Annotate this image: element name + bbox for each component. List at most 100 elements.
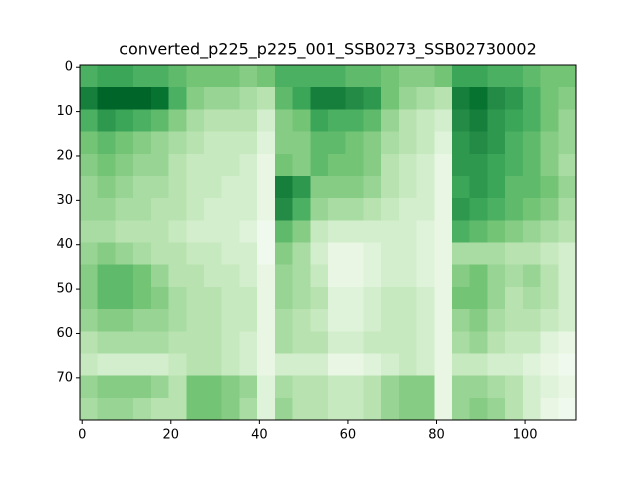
heat-cell (522, 353, 542, 377)
heat-cell (310, 242, 329, 266)
heat-cell (115, 375, 134, 399)
heat-cell (505, 175, 524, 199)
heat-cell (115, 87, 134, 110)
heat-cell (363, 353, 382, 377)
heat-cell (239, 331, 258, 354)
heat-cell (469, 264, 488, 288)
heat-cell (292, 375, 311, 399)
heat-cell (398, 375, 418, 399)
heat-cell (416, 286, 435, 310)
heat-cell (328, 131, 347, 155)
heat-cell (292, 109, 311, 133)
heat-cell (345, 397, 364, 421)
heat-cell (115, 131, 134, 155)
heat-cell (204, 153, 223, 177)
heat-cell (398, 131, 418, 155)
heat-cell (150, 242, 170, 266)
heat-cell (434, 175, 453, 199)
heat-cell (434, 198, 453, 221)
heat-cell (363, 220, 382, 243)
heat-cell (204, 375, 223, 399)
heat-cell (469, 286, 488, 310)
heat-cell (328, 331, 347, 354)
heat-cell (469, 331, 488, 354)
heat-cell (558, 331, 577, 354)
heat-cell (150, 264, 170, 288)
heat-cell (186, 109, 205, 133)
heat-cell (434, 331, 453, 354)
heat-cell (97, 309, 116, 332)
heat-cell (345, 153, 364, 177)
heat-cell (80, 397, 99, 421)
heat-cell (80, 264, 99, 288)
heat-cell (505, 198, 524, 221)
heat-cell (239, 87, 258, 110)
heat-cell (204, 109, 223, 133)
heat-cell (150, 153, 170, 177)
heat-cell (150, 353, 170, 377)
heat-cell (487, 87, 506, 110)
heat-cell (487, 264, 506, 288)
heat-cell (133, 175, 152, 199)
heat-cell (80, 65, 99, 88)
heat-cell (558, 65, 577, 88)
heat-cell (540, 198, 559, 221)
heat-cell (310, 175, 329, 199)
heat-cell (115, 198, 134, 221)
heat-cell (292, 220, 311, 243)
heat-cell (221, 198, 240, 221)
heat-cell (257, 198, 276, 221)
heat-cell (80, 331, 99, 354)
heat-cell (540, 87, 559, 110)
heat-cell (505, 264, 524, 288)
heat-cell (310, 264, 329, 288)
heat-cell (274, 331, 294, 354)
heat-cell (487, 242, 506, 266)
heat-cell (469, 109, 488, 133)
heat-cell (186, 331, 205, 354)
heat-cell (168, 87, 187, 110)
heat-cell (558, 264, 577, 288)
heat-cell (186, 309, 205, 332)
heatmap (80, 65, 577, 421)
heat-cell (80, 153, 99, 177)
heat-cell (292, 353, 311, 377)
heat-cell (345, 375, 364, 399)
heat-cell (345, 109, 364, 133)
heat-cell (221, 220, 240, 243)
heat-cell (186, 87, 205, 110)
heat-cell (558, 131, 577, 155)
heat-cell (310, 220, 329, 243)
heat-cell (97, 242, 116, 266)
heat-cell (292, 264, 311, 288)
heat-cell (328, 353, 347, 377)
heat-cell (328, 397, 347, 421)
heat-cell (274, 175, 294, 199)
heat-cell (168, 375, 187, 399)
heat-cell (522, 264, 542, 288)
heat-cell (239, 242, 258, 266)
heat-cell (168, 286, 187, 310)
heat-cell (274, 242, 294, 266)
heat-cell (133, 153, 152, 177)
heat-cell (398, 264, 418, 288)
heat-cell (363, 131, 382, 155)
heat-cell (363, 264, 382, 288)
heat-cell (310, 309, 329, 332)
heat-cell (221, 353, 240, 377)
heat-cell (434, 353, 453, 377)
heat-cell (363, 65, 382, 88)
heat-cell (540, 309, 559, 332)
heat-cell (452, 87, 471, 110)
heat-cell (381, 397, 400, 421)
heat-cell (186, 198, 205, 221)
heat-cell (292, 87, 311, 110)
heat-cell (558, 109, 577, 133)
heat-cell (97, 220, 116, 243)
heat-cell (97, 264, 116, 288)
heat-cell (257, 397, 276, 421)
heat-cell (345, 198, 364, 221)
heat-cell (363, 397, 382, 421)
heat-cell (416, 309, 435, 332)
x-tick-label: 40 (251, 428, 268, 443)
